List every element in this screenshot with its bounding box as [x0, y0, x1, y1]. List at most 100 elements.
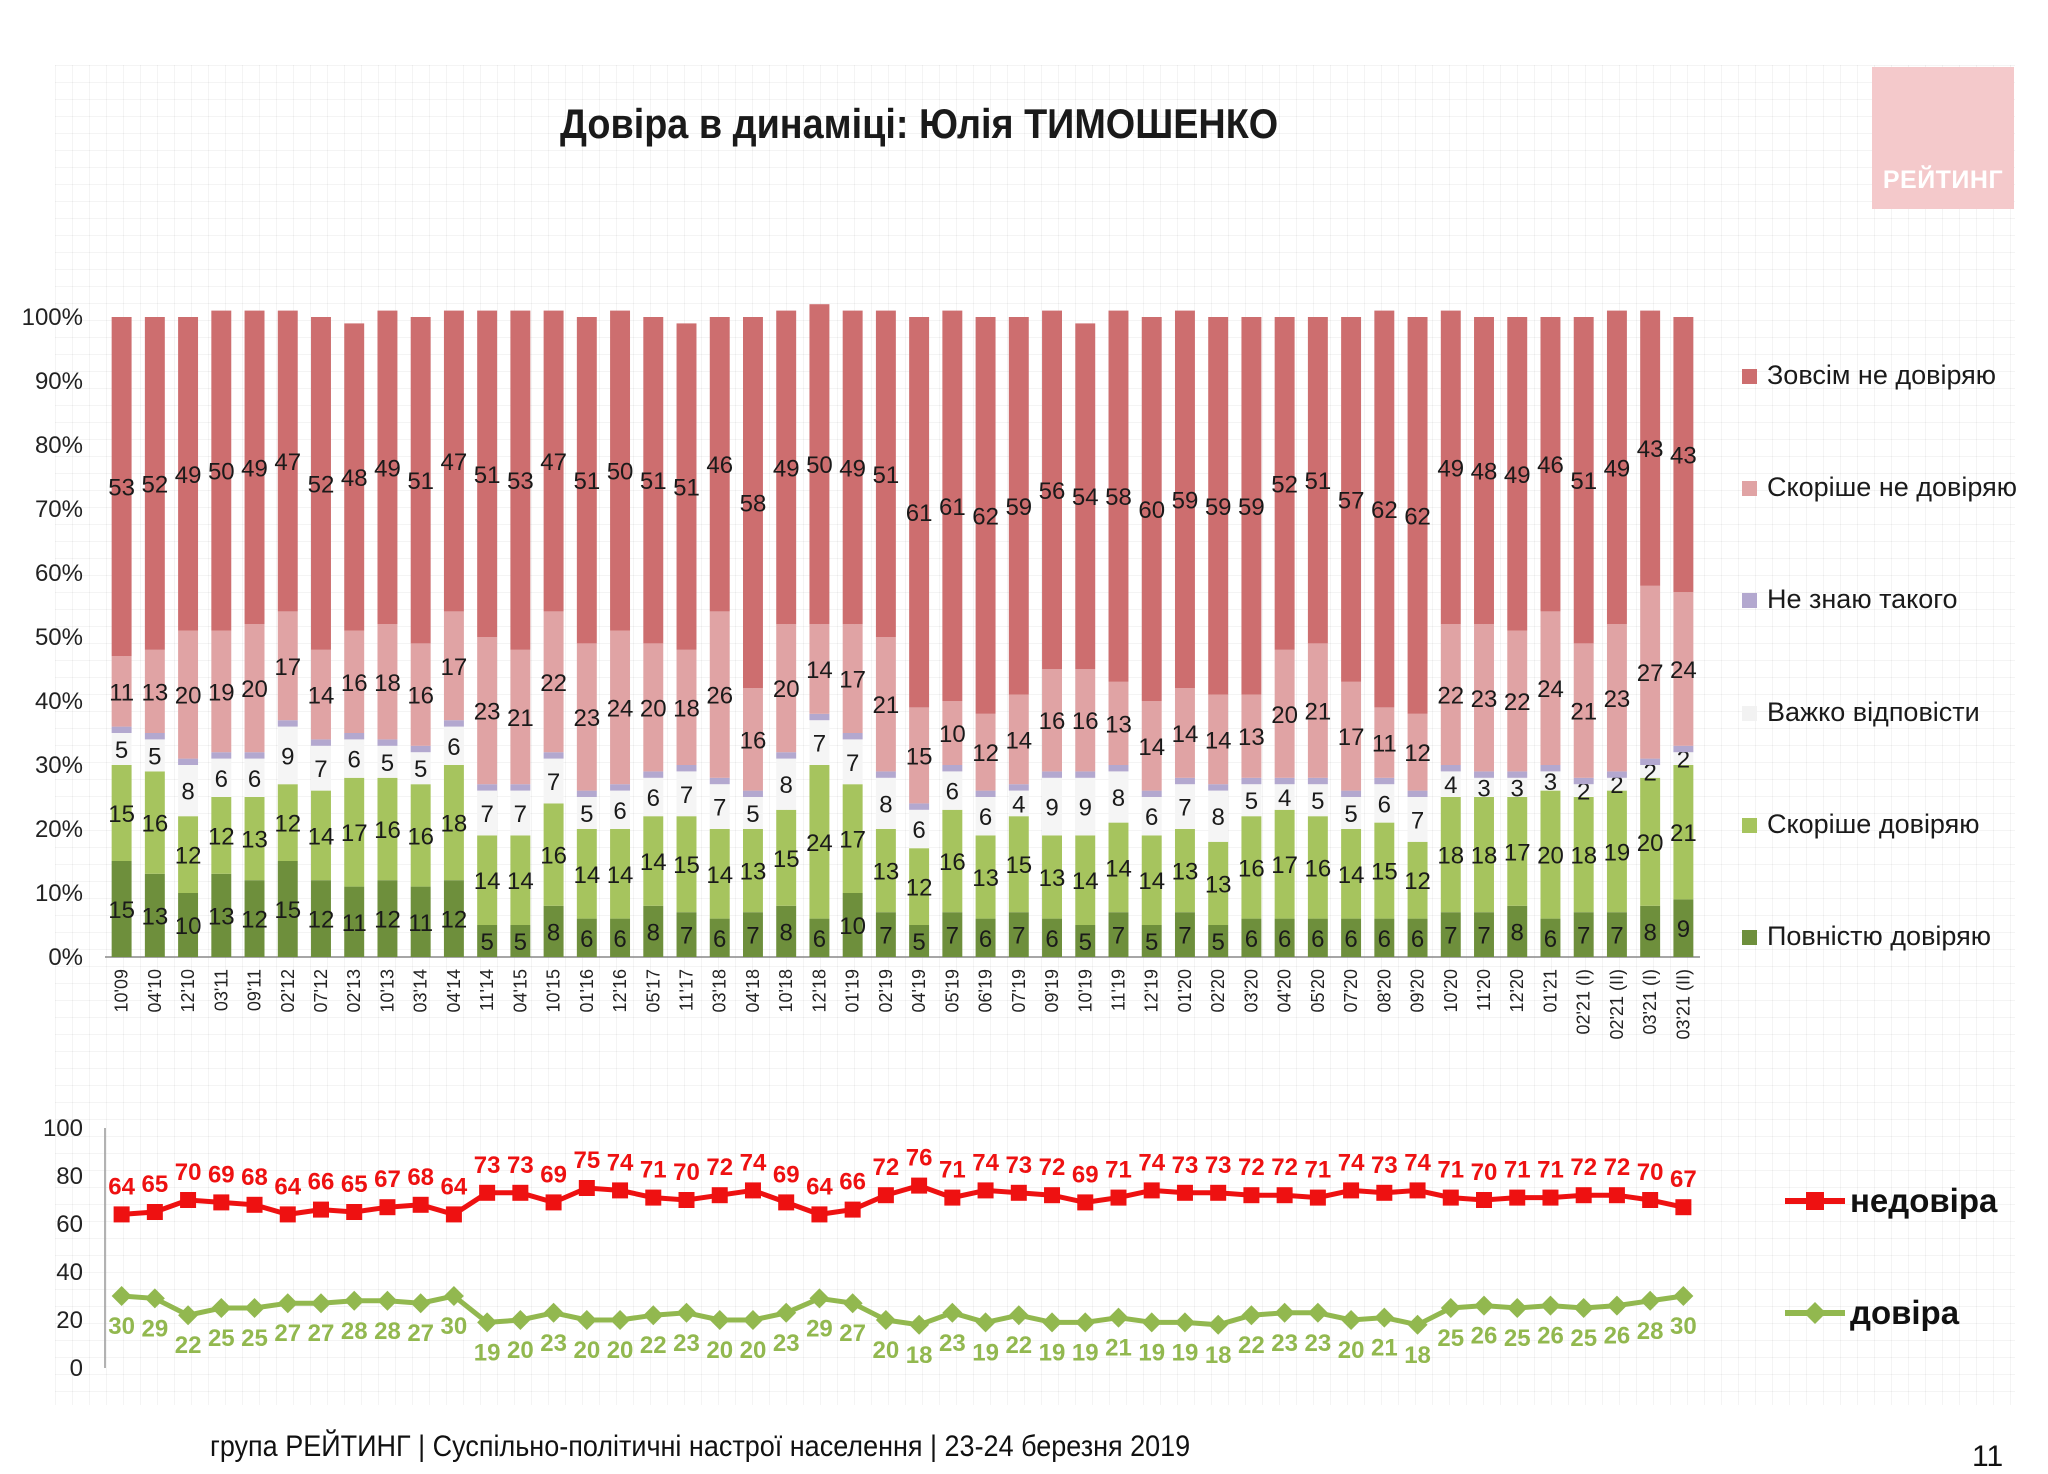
bar-value-label: 17 — [1271, 852, 1298, 879]
bar-segment — [443, 765, 464, 881]
bar-segment — [1640, 765, 1661, 778]
bar-segment — [776, 310, 797, 625]
bar-segment — [875, 310, 896, 637]
line-value-label: 25 — [1504, 1325, 1531, 1352]
line-marker — [809, 1288, 830, 1309]
legend-swatch — [1742, 706, 1757, 721]
bar-value-label: 7 — [746, 923, 759, 950]
line-value-label: 19 — [1072, 1339, 1099, 1366]
bar-segment — [1440, 771, 1461, 797]
bar-value-label: 14 — [573, 862, 600, 889]
bar-value-label: 18 — [1570, 843, 1597, 870]
bar-segment — [1606, 777, 1627, 791]
legend-label: Зовсім не довіряю — [1767, 360, 1996, 390]
line-marker — [545, 1194, 562, 1211]
bar-value-label: 15 — [906, 743, 933, 770]
bar-segment — [1141, 835, 1162, 925]
bar-value-label: 49 — [1437, 455, 1464, 482]
bar-segment — [809, 713, 830, 721]
bar-segment — [1174, 912, 1195, 957]
bar-segment — [277, 784, 298, 861]
bar-value-label: 49 — [1504, 462, 1531, 489]
bar-segment — [1573, 777, 1594, 785]
bar-segment — [576, 797, 597, 829]
bar-segment — [410, 643, 431, 746]
line-value-label: 19 — [1138, 1339, 1165, 1366]
bar-segment — [1141, 701, 1162, 791]
bar-value-label: 14 — [507, 868, 534, 895]
bar-segment — [1374, 822, 1395, 919]
bar-value-label: 24 — [607, 695, 634, 722]
line-value-label: 18 — [1404, 1342, 1431, 1369]
bar-segment — [1507, 777, 1528, 797]
bar-segment — [1274, 809, 1295, 919]
line-value-label: 74 — [740, 1149, 767, 1176]
bar-segment — [211, 797, 232, 874]
bar-value-label: 3 — [1544, 769, 1557, 796]
bar-segment — [344, 323, 365, 631]
bar-segment — [477, 310, 498, 637]
line-marker — [975, 1312, 996, 1333]
bar-segment — [111, 733, 132, 765]
bar-segment — [1042, 310, 1062, 669]
bar-segment — [1474, 912, 1494, 957]
bar-value-label: 6 — [1145, 804, 1158, 831]
logo-text: РЕЙТИНГ — [1882, 166, 2004, 194]
line-marker — [678, 1192, 695, 1208]
line-value-label: 23 — [673, 1330, 700, 1357]
bar-segment — [1640, 777, 1661, 906]
x-tick-label: 12'19 — [1142, 969, 1162, 1012]
y-tick-label: 100% — [22, 304, 83, 331]
line-marker — [977, 1182, 994, 1199]
bar-segment — [477, 784, 498, 791]
bar-value-label: 47 — [540, 449, 567, 476]
bar-value-label: 13 — [873, 859, 900, 886]
x-tick-label: 04'18 — [743, 969, 763, 1012]
bar-segment — [178, 758, 199, 765]
line-value-label: 73 — [1205, 1152, 1232, 1179]
bar-segment — [1241, 918, 1262, 957]
bar-segment — [510, 790, 531, 836]
bar-segment — [1141, 925, 1162, 957]
bar-segment — [909, 707, 930, 804]
bar-value-label: 6 — [447, 734, 460, 761]
line-value-label: 67 — [1670, 1166, 1697, 1193]
bar-segment — [1673, 899, 1694, 957]
line-value-label: 73 — [1371, 1152, 1398, 1179]
bar-segment — [377, 777, 398, 881]
bar-value-label: 6 — [912, 817, 925, 844]
line-value-label: 27 — [839, 1320, 866, 1347]
bar-value-label: 20 — [1271, 702, 1298, 729]
line-value-label: 22 — [640, 1332, 667, 1359]
bar-value-label: 15 — [274, 897, 301, 924]
line-marker — [477, 1312, 498, 1333]
bar-segment — [676, 816, 697, 913]
bar-segment — [277, 310, 298, 612]
bar-value-label: 13 — [208, 903, 235, 930]
bar-segment — [809, 918, 830, 957]
line-marker — [443, 1286, 464, 1306]
bar-value-label: 52 — [141, 471, 168, 498]
bar-value-label: 16 — [1238, 855, 1265, 882]
bar-segment — [643, 317, 664, 644]
bar-value-label: 12 — [441, 907, 468, 934]
line-value-label: 23 — [1271, 1330, 1298, 1357]
bar-value-label: 17 — [441, 654, 468, 681]
bar-segment — [1507, 905, 1528, 957]
bar-segment — [709, 317, 730, 612]
line-marker — [510, 1310, 531, 1330]
y-tick-label: 80% — [35, 432, 83, 459]
bar-value-label: 14 — [706, 862, 733, 889]
line-marker — [379, 1199, 396, 1216]
bar-value-label: 14 — [607, 862, 634, 889]
bar-segment — [875, 637, 896, 772]
line-value-label: 65 — [141, 1171, 168, 1198]
bar-segment — [576, 643, 597, 791]
bar-segment — [1042, 835, 1062, 919]
bar-value-label: 17 — [839, 667, 866, 694]
bar-segment — [842, 893, 863, 957]
bar-value-label: 7 — [1610, 923, 1623, 950]
bar-segment — [1540, 317, 1561, 612]
bar-value-label: 15 — [1005, 852, 1032, 879]
line-marker — [645, 1189, 662, 1206]
